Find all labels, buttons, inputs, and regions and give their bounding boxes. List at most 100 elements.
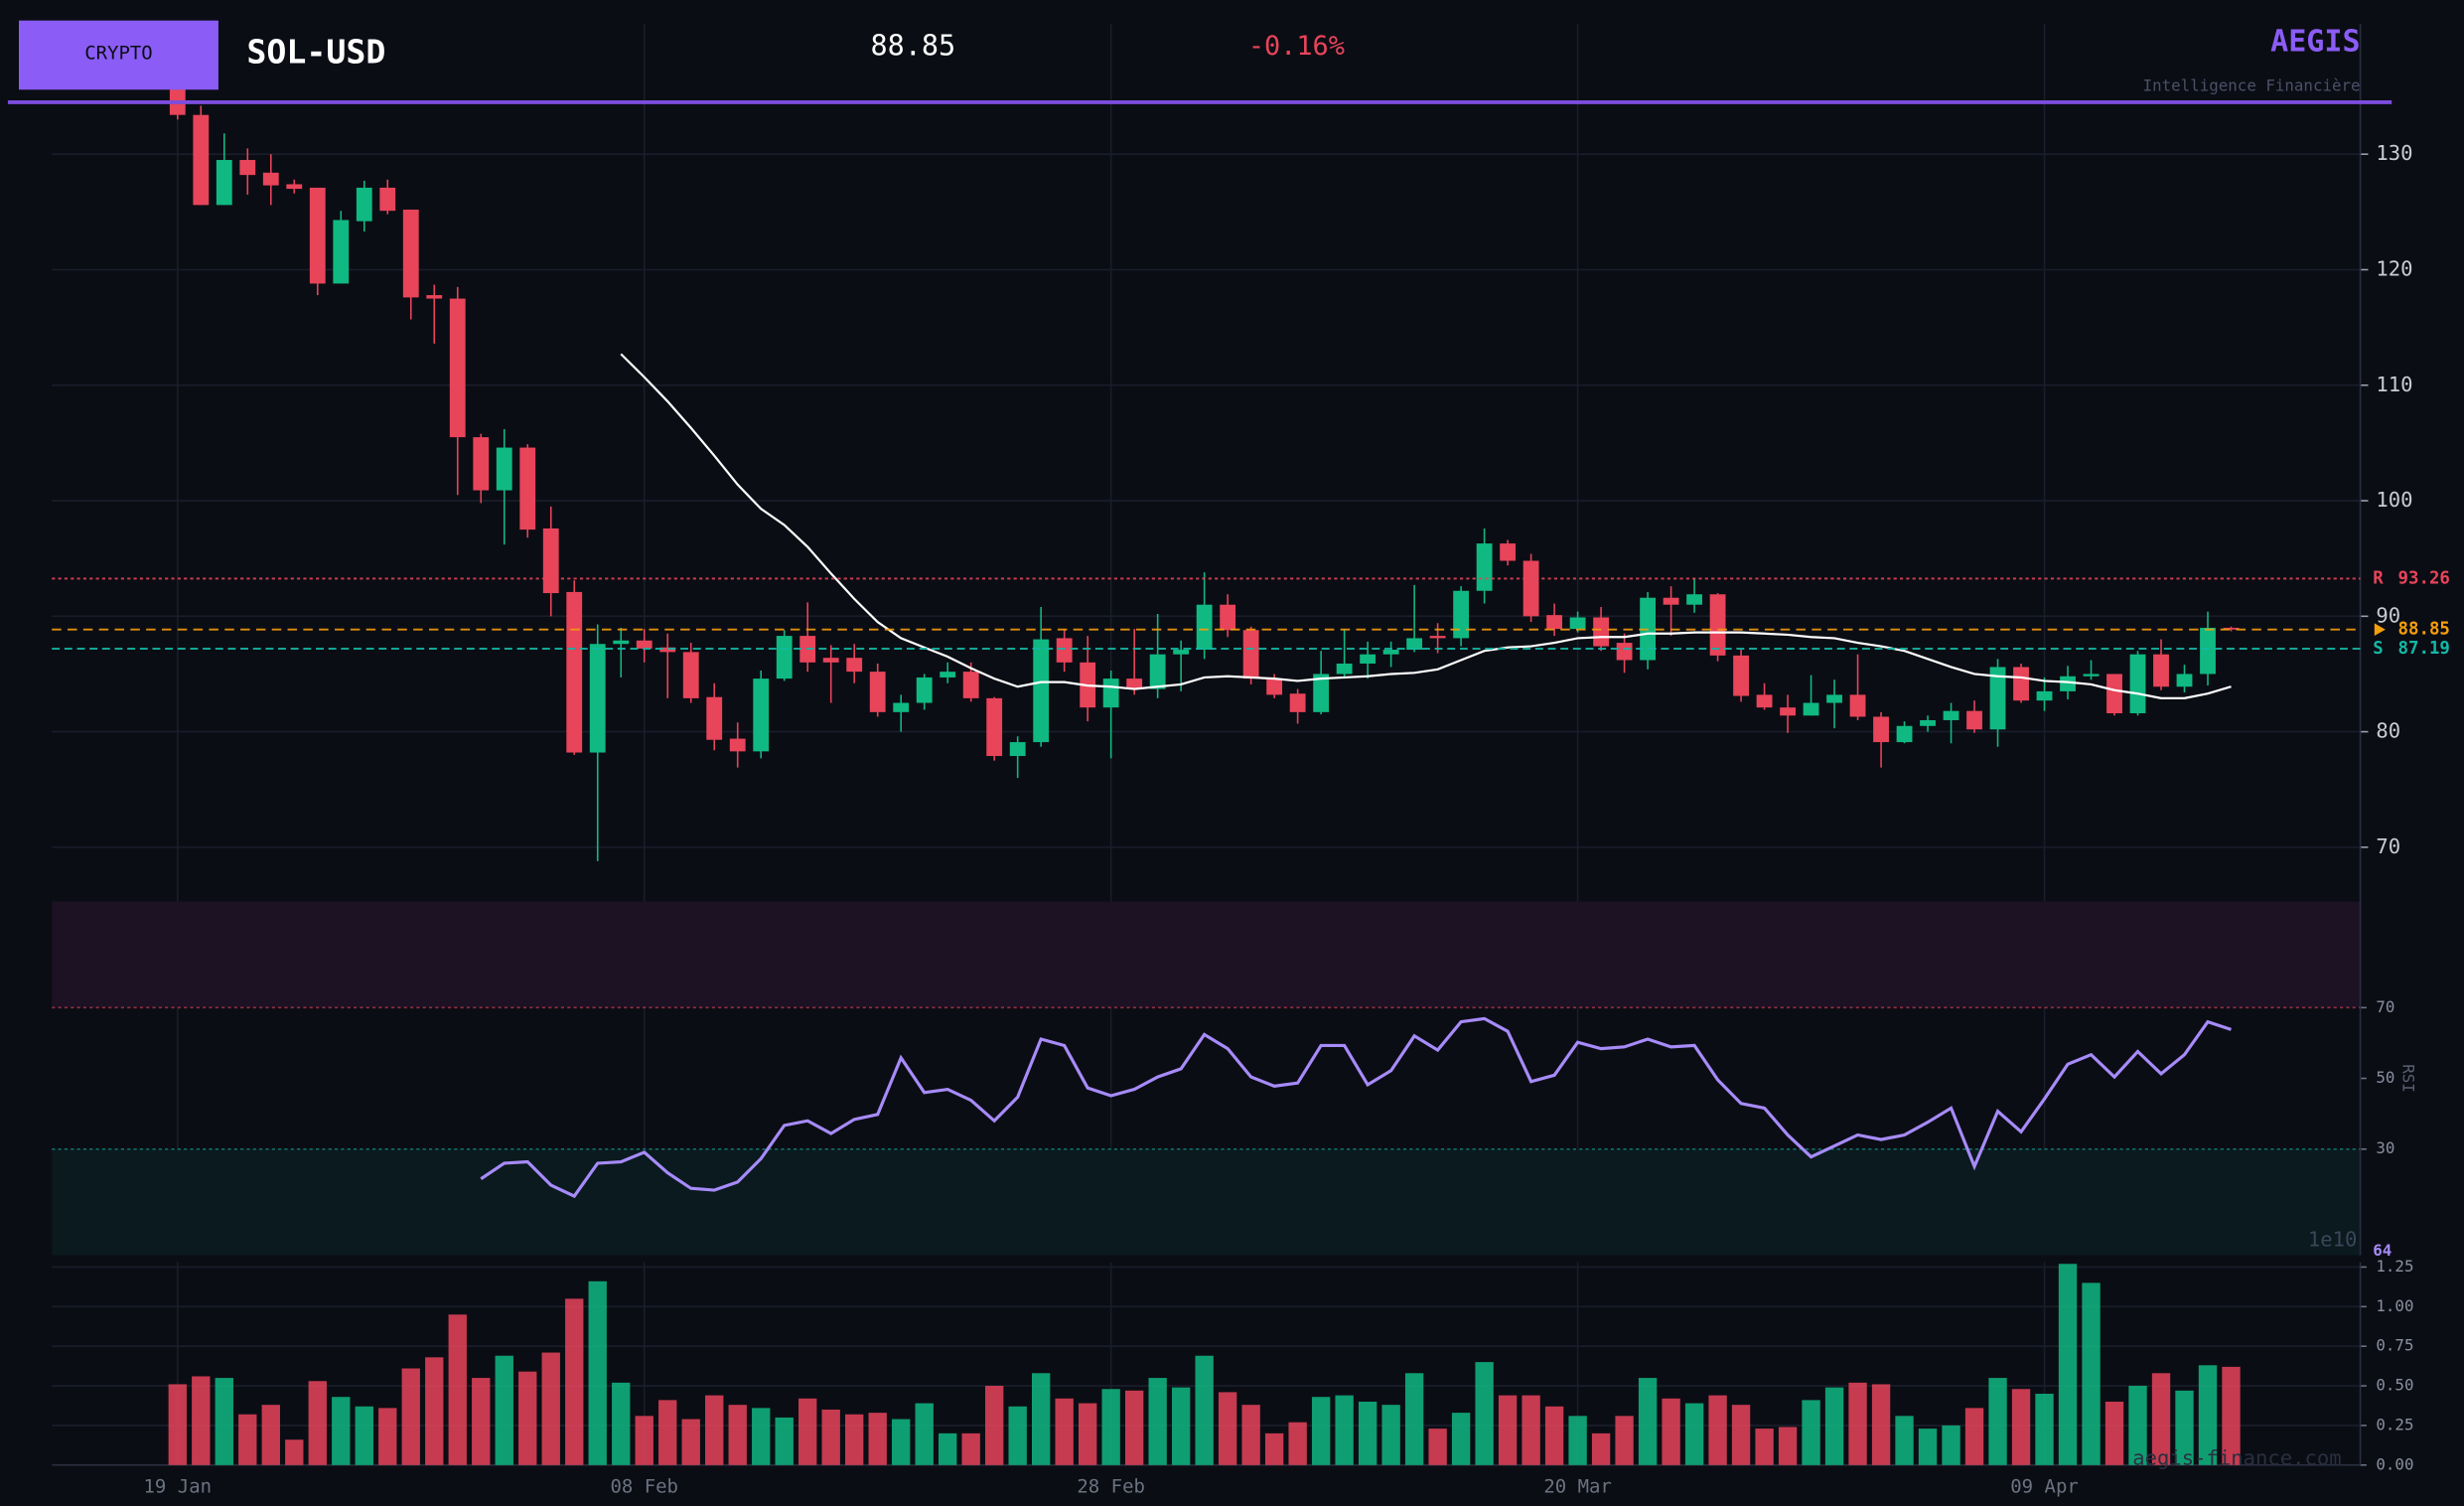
watermark: aegis-finance.com [2132,1445,2341,1469]
candle-body [1336,663,1353,675]
volume-bar [1848,1382,1867,1465]
y-tick-label: 130 [2376,141,2412,165]
badge-text: CRYPTO [84,42,153,64]
candle-body [379,187,396,212]
volume-bar [612,1382,631,1465]
resistance-value: 93.26 [2398,568,2450,588]
volume-bar [658,1400,677,1465]
candle-body [1896,725,1913,743]
volume-bar [588,1280,607,1465]
overbought-zone [52,901,2361,1008]
candle-body [1173,650,1190,655]
candle-body [753,678,770,752]
y-tick-label: 70 [2376,997,2394,1016]
volume-bar [238,1414,257,1465]
candle-body [1966,710,1982,730]
candle-body [2106,674,2122,713]
candle-body [729,738,746,752]
volume-bar [1264,1432,1284,1465]
volume-bar [1241,1405,1260,1465]
candle-body [286,184,303,190]
candle-body [1826,694,1842,703]
candle-body [1360,654,1377,664]
candle-body [2060,676,2076,691]
volume-bar [355,1406,373,1465]
x-tick-label: 09 Apr [2010,1475,2079,1497]
y-tick-label: 0.75 [2376,1336,2413,1355]
volume-bar [1964,1408,1984,1465]
volume-bar [2058,1264,2078,1465]
candle-body [2036,690,2053,701]
volume-bar [1031,1373,1051,1465]
volume-bar [1218,1392,1237,1465]
candle-body [1920,719,1936,726]
volume-bar [868,1413,887,1465]
candle-body [1382,650,1399,655]
volume-bar [985,1386,1004,1465]
candle-body [1289,693,1306,712]
volume-bar [1008,1406,1027,1465]
volume-bar [541,1352,560,1465]
y-tick-label: 110 [2376,373,2412,396]
candle-body [1849,694,1866,717]
candle-body [566,591,583,753]
badge [18,20,218,90]
y-tick-label: 1.00 [2376,1296,2413,1315]
volume-bar [1731,1405,1751,1465]
candle-body [776,636,793,679]
candle-body [1102,678,1119,708]
volume-bar [1942,1425,1960,1465]
candle-body [1593,617,1610,647]
volume-bar [2175,1390,2194,1465]
rsi-current: 64 [2373,1241,2392,1260]
rsi-axis-label: RSI [2399,1064,2418,1093]
y-tick-label: 70 [2376,834,2400,858]
volume-bar [2035,1394,2054,1465]
volume-bar [1871,1384,1891,1465]
candle-body [1196,604,1213,651]
resistance-tag: R [2373,568,2384,588]
candle-body [1126,678,1143,689]
candle-body [1943,710,1959,720]
candle-body [1686,594,1702,605]
y-tick-label: 0.50 [2376,1376,2413,1395]
rsi-line [480,1016,2233,1199]
candle-body [1616,643,1633,661]
volume-bar [192,1376,211,1465]
candle-body [893,702,910,712]
candle-body [822,658,839,663]
candle-body [1756,694,1773,708]
support-tag: S [2373,639,2383,659]
volume-bar [1335,1395,1354,1465]
symbol: SOL-USD [246,32,385,71]
volume-bar [1615,1416,1634,1465]
volume-bar [752,1408,771,1465]
candle-body [1429,636,1446,639]
y-tick-label: 30 [2376,1138,2394,1157]
x-tick-label: 28 Feb [1077,1475,1145,1497]
candle-body [1873,716,1889,743]
candle-body [1546,615,1563,630]
price: 88.85 [870,30,955,63]
volume-bar [448,1314,467,1465]
candle-body [239,160,256,176]
y-tick-label: 0.00 [2376,1454,2413,1473]
volume-bar [2011,1389,2031,1465]
volume-bar [2104,1401,2124,1465]
volume-bar [1895,1416,1914,1465]
oversold-zone [52,1148,2361,1256]
candle-body [1733,655,1749,696]
candle-body [519,447,536,530]
volume-bar [261,1405,280,1465]
candle-body [2083,674,2100,677]
candle-body [940,672,956,678]
volume-bar [285,1439,304,1465]
y-tick-label: 0.25 [2376,1415,2413,1433]
volume-bar [2222,1366,2241,1465]
candle-body [496,447,512,491]
candle-body [1780,707,1796,716]
volume-bar [1404,1373,1424,1465]
volume-bar [1708,1395,1727,1465]
